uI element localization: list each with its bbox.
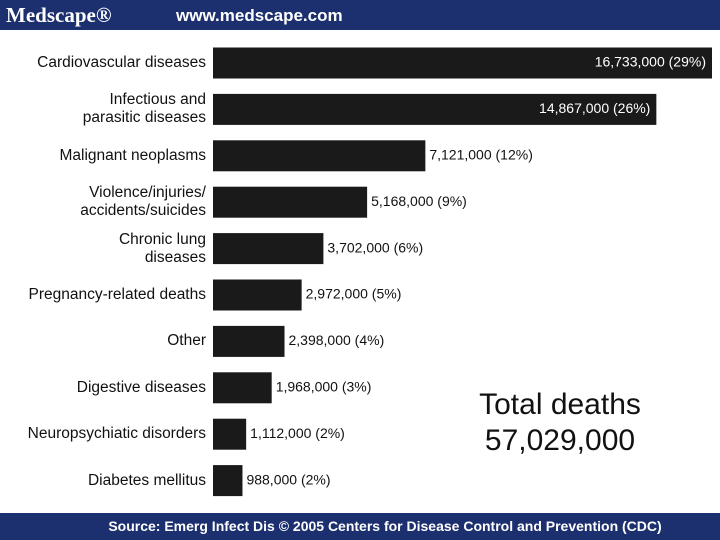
url: www.medscape.com xyxy=(176,6,343,25)
value-label: 16,733,000 (29%) xyxy=(595,54,706,70)
annotation: 57,029,000 xyxy=(484,424,636,457)
category-label: Diabetes mellitus xyxy=(87,471,206,489)
annotation: Total deaths xyxy=(479,388,641,421)
category-label: Neuropsychiatic disorders xyxy=(27,425,206,443)
bar xyxy=(213,140,426,172)
logo: Medscape® xyxy=(6,3,112,27)
value-label: 2,398,000 (4%) xyxy=(289,332,385,348)
bar xyxy=(213,372,272,404)
category-label: Chronic lung diseases xyxy=(118,230,206,266)
value-label: 7,121,000 (12%) xyxy=(429,147,533,163)
bar xyxy=(213,418,247,450)
category-label: Malignant neoplasms xyxy=(59,146,206,164)
bar xyxy=(213,233,324,265)
value-label: 14,867,000 (26%) xyxy=(539,100,650,116)
footer: Source: Emerg Infect Dis © 2005 Centers … xyxy=(0,513,720,540)
value-label: 3,702,000 (6%) xyxy=(327,239,423,255)
category-label: Other xyxy=(167,332,206,350)
value-label: 1,968,000 (3%) xyxy=(276,379,372,395)
bar xyxy=(213,93,657,125)
category-label: Infectious and parasitic diseases xyxy=(82,91,206,127)
bar xyxy=(213,279,302,311)
value-label: 2,972,000 (5%) xyxy=(306,286,402,302)
bar xyxy=(213,47,712,79)
bar xyxy=(213,325,285,357)
category-label: Cardiovascular diseases xyxy=(37,54,206,71)
source: Source: Emerg Infect Dis © 2005 Centers … xyxy=(108,518,662,534)
bar xyxy=(213,465,243,497)
category-label: Digestive diseases xyxy=(76,378,206,396)
category-label: Pregnancy-related deaths xyxy=(28,286,206,303)
header: Medscape® www.medscape.com xyxy=(0,0,720,30)
category-label: Violence/injuries/ accidents/suicides xyxy=(80,184,206,220)
value-label: 5,168,000 (9%) xyxy=(371,193,467,209)
value-label: 1,112,000 (2%) xyxy=(250,425,345,441)
value-label: 988,000 (2%) xyxy=(246,471,330,487)
bar xyxy=(213,186,368,218)
